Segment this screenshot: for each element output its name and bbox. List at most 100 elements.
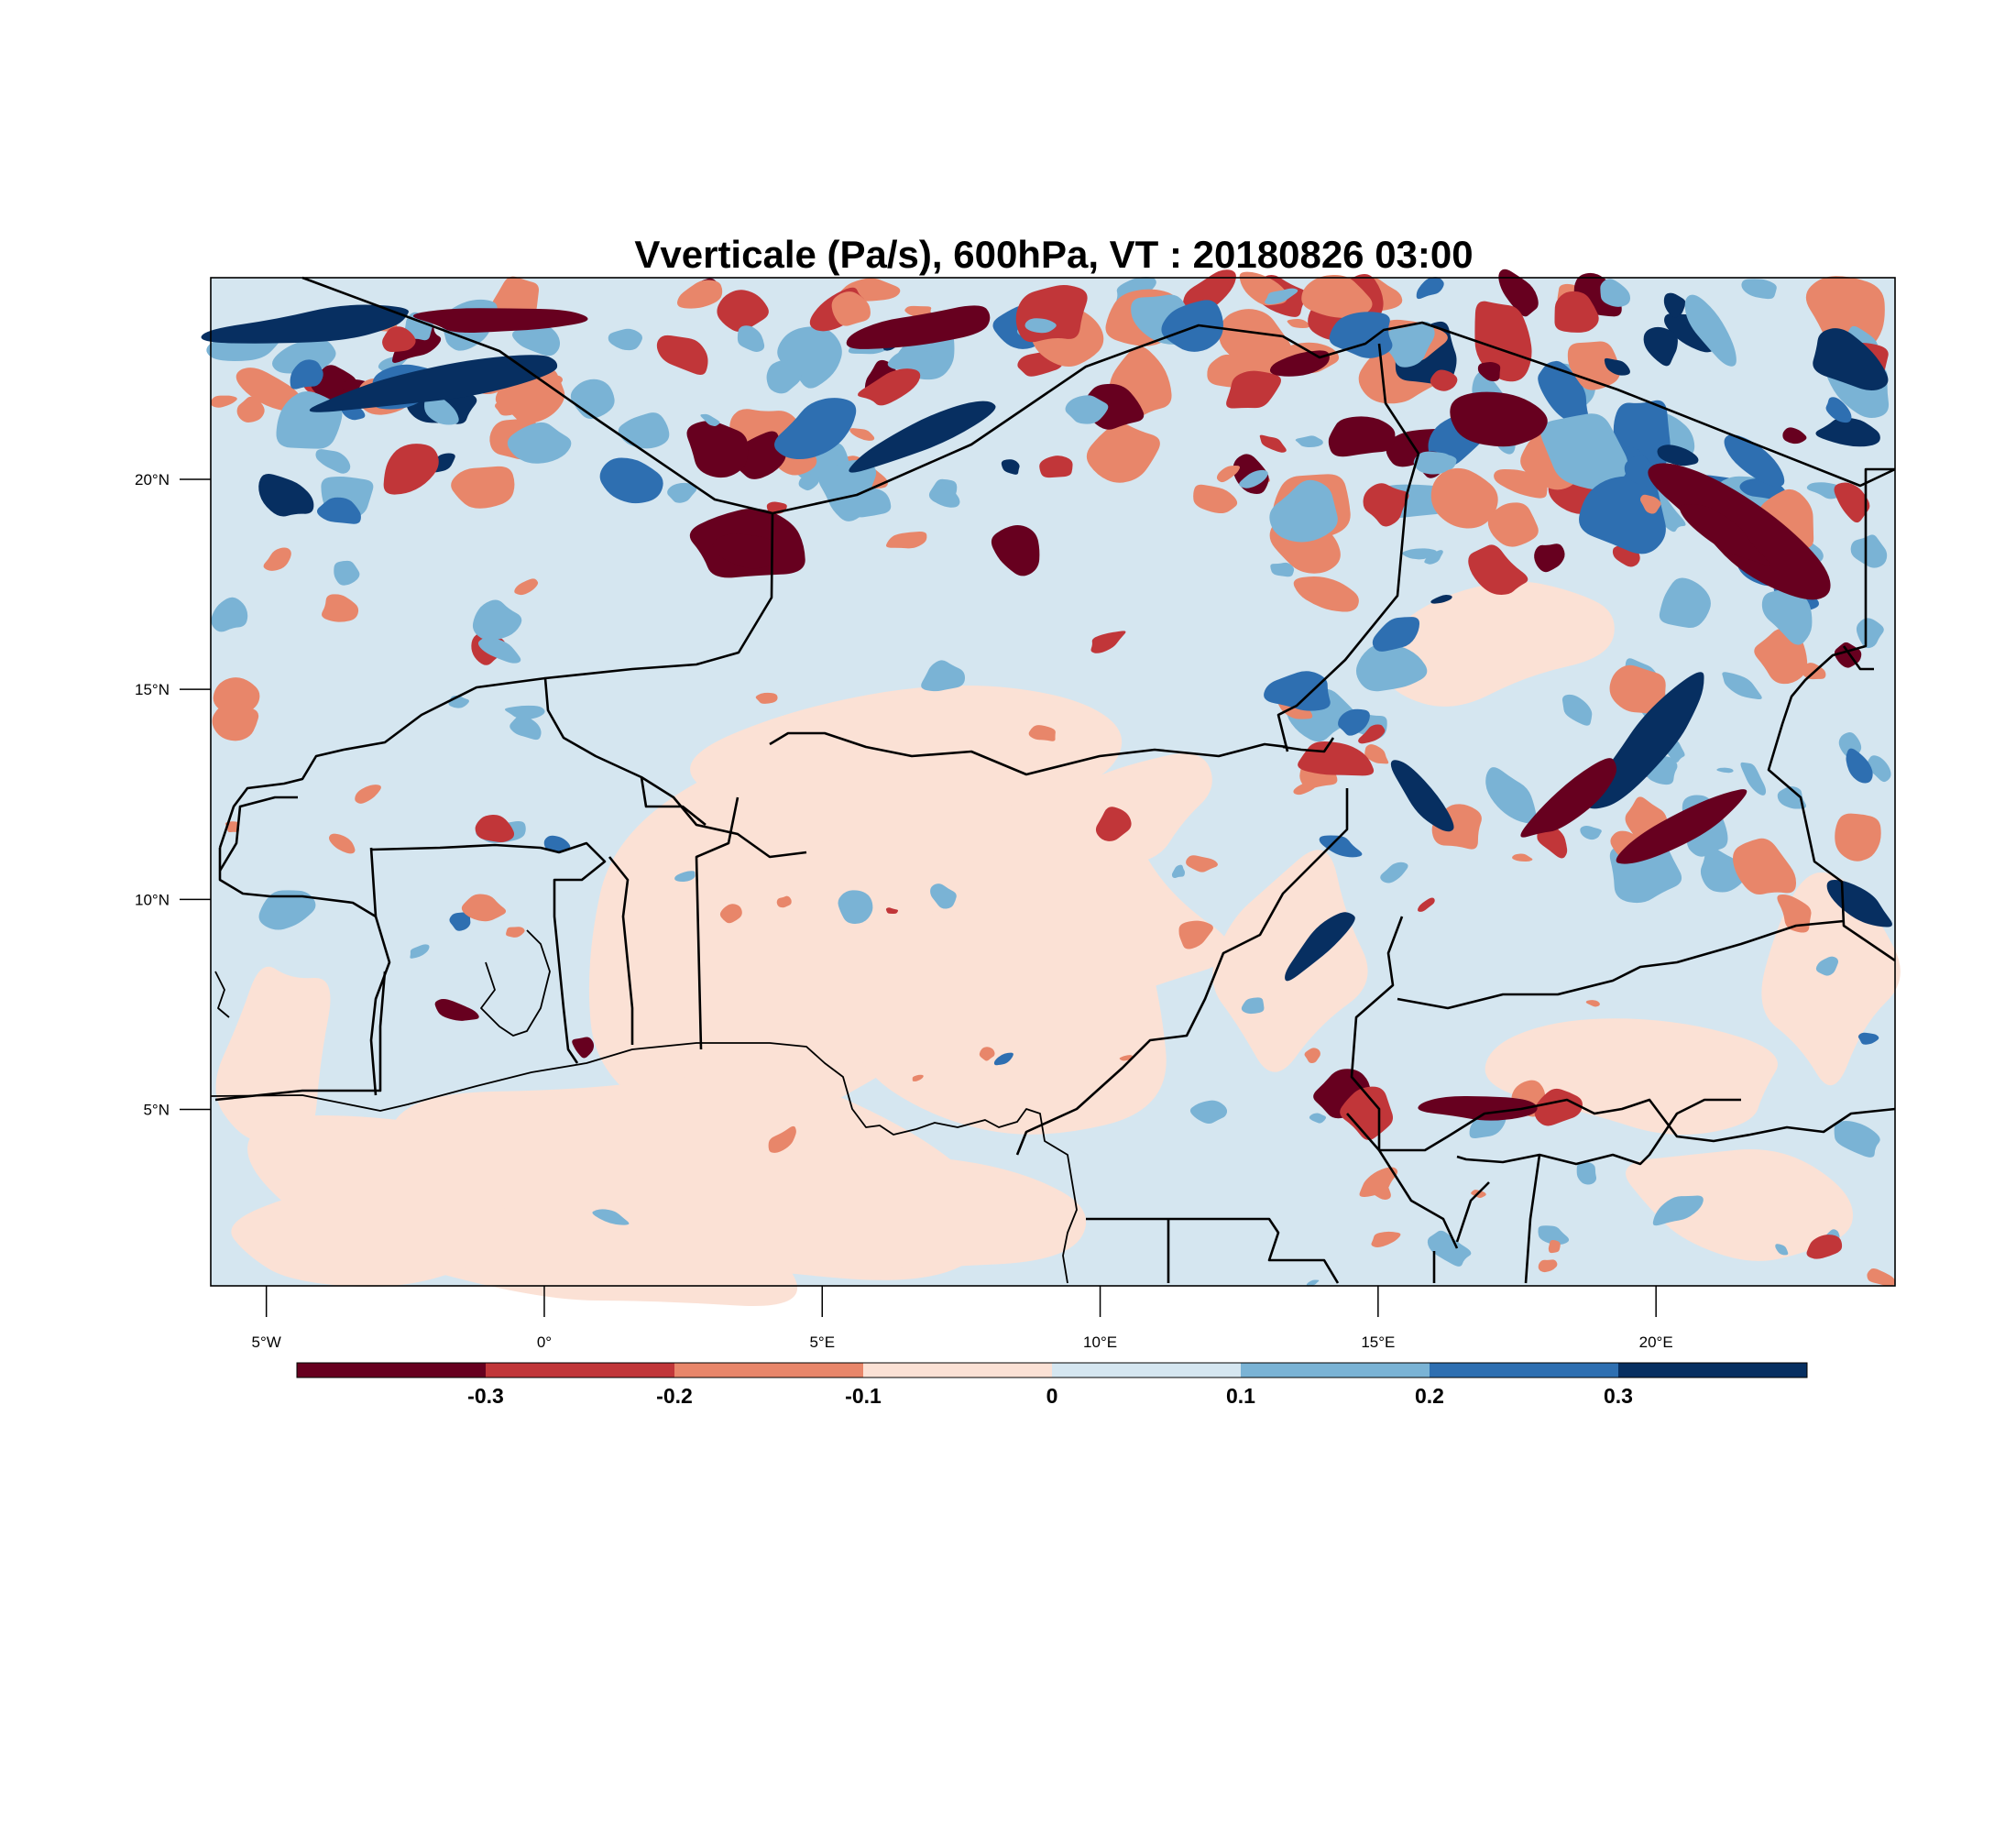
field-contour	[1430, 467, 1498, 529]
field-contour	[475, 815, 515, 842]
field-contour	[247, 1115, 797, 1306]
field-contour	[1024, 318, 1057, 334]
field-contour	[1777, 785, 1807, 809]
colorbar-swatch	[674, 1363, 863, 1377]
colorbar-swatch	[1052, 1363, 1241, 1377]
field-contour	[212, 702, 259, 741]
field-contour	[912, 1074, 924, 1081]
field-contour	[1846, 748, 1873, 784]
field-contour	[329, 833, 356, 854]
field-contour	[1806, 482, 1842, 499]
field-contour	[1548, 1240, 1561, 1254]
field-contour	[506, 927, 525, 938]
colorbar-swatch	[1241, 1363, 1430, 1377]
field-contour	[1815, 417, 1880, 447]
field-contour	[258, 473, 314, 517]
field-contour	[1716, 767, 1734, 774]
field-contour	[1616, 789, 1748, 864]
field-contour	[1538, 1259, 1558, 1273]
field-contour	[921, 660, 965, 692]
field-contour	[1241, 997, 1265, 1015]
field-contour	[1866, 755, 1891, 783]
colorbar-frame	[296, 1362, 1808, 1378]
field-contour	[1813, 328, 1889, 391]
coastline	[210, 929, 1078, 1284]
field-contour	[410, 944, 430, 959]
field-contour	[1576, 1161, 1597, 1185]
field-contour	[512, 322, 561, 357]
field-contour	[412, 308, 588, 333]
field-contour	[1782, 427, 1807, 445]
field-contour	[1554, 291, 1599, 333]
field-contour	[1095, 807, 1132, 841]
field-contour	[1402, 548, 1437, 560]
field-contour	[451, 466, 515, 509]
field-contour	[1259, 434, 1287, 453]
field-contour	[1684, 294, 1737, 367]
field-contour	[1534, 1088, 1583, 1126]
colorbar-swatch	[863, 1363, 1052, 1377]
field-contour	[434, 998, 479, 1021]
field-contour	[1178, 920, 1213, 949]
colorbar-label: 0.1	[1226, 1384, 1255, 1408]
lon-tick-label: 0°	[537, 1334, 552, 1351]
field-contour	[1265, 288, 1298, 305]
field-contour	[1626, 1149, 1854, 1261]
field-contour	[1512, 853, 1533, 862]
field-contour	[1700, 845, 1746, 893]
field-contour	[1355, 643, 1428, 692]
field-contour	[211, 597, 248, 632]
field-contour	[931, 825, 1231, 1009]
field-contour	[1364, 1179, 1391, 1200]
field-contour	[777, 326, 842, 389]
field-contour	[1216, 465, 1240, 483]
field-contour	[677, 280, 723, 309]
field-contour	[290, 359, 323, 390]
field-contour	[1540, 413, 1628, 490]
field-contour	[1304, 1048, 1320, 1064]
field-contour	[1652, 1195, 1704, 1226]
lon-tick-label: 10°E	[1083, 1334, 1117, 1351]
field-contour	[1450, 391, 1548, 447]
field-contour	[1643, 326, 1678, 367]
field-contour	[1328, 416, 1396, 457]
colorbar-swatch	[486, 1363, 674, 1377]
colorbar-label: -0.2	[656, 1384, 693, 1408]
field-contour	[1474, 301, 1532, 382]
field-contour	[1775, 1244, 1789, 1256]
field-contour	[1372, 617, 1420, 652]
field-contour	[1430, 595, 1452, 604]
field-contour	[1424, 550, 1443, 565]
field-contour	[1722, 672, 1762, 700]
field-contour	[258, 890, 316, 930]
field-contour	[719, 904, 742, 924]
field-contour	[1186, 855, 1218, 873]
colorbar-label: 0.3	[1604, 1384, 1633, 1408]
field-contour	[690, 686, 1123, 842]
field-contour	[993, 1052, 1013, 1066]
field-contour	[798, 474, 820, 491]
colorbar-label: 0	[1046, 1384, 1058, 1408]
field-contour	[210, 395, 237, 408]
field-contour	[1189, 1100, 1228, 1124]
field-contour	[768, 1125, 796, 1153]
field-contour	[1825, 397, 1852, 423]
field-contour	[1418, 897, 1435, 912]
map-panel	[201, 269, 1901, 1306]
field-contour	[838, 890, 873, 924]
field-contour	[1468, 544, 1528, 595]
field-contour	[1740, 762, 1767, 796]
field-contour	[1856, 618, 1884, 649]
field-contour	[1269, 350, 1330, 377]
field-contour	[885, 532, 927, 549]
latitude-axis: 20°N 15°N 10°N 5°N	[135, 471, 211, 1119]
field-contour	[1040, 753, 1212, 866]
field-contour	[514, 578, 539, 596]
field-contour	[1090, 631, 1126, 653]
field-contour	[1561, 694, 1593, 726]
field-contour	[885, 907, 899, 915]
field-contour	[712, 533, 780, 569]
field-contour	[1580, 825, 1602, 840]
field-contour	[494, 398, 523, 416]
